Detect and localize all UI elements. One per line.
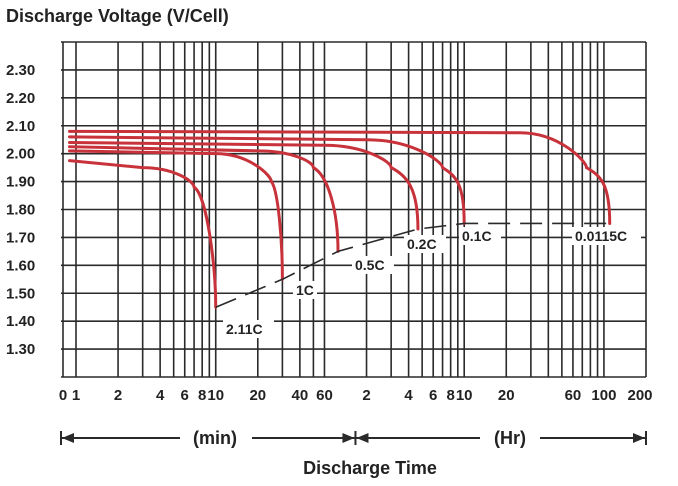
arrow-head [342, 433, 355, 443]
x-tick-label-hr: 6 [429, 387, 437, 404]
curve-label-1C: 1C [296, 282, 314, 298]
y-tick-label: 1.30 [6, 341, 35, 358]
curves [68, 129, 612, 309]
x-tick-label-hr: 60 [565, 387, 582, 404]
y-tick-label: 1.60 [6, 257, 35, 274]
x-tick-label-min: 10 [207, 387, 224, 404]
curve-label-0.0115C: 0.0115C [575, 228, 627, 244]
label-bg [223, 320, 274, 338]
label-bg [572, 227, 641, 245]
y-tick-label: 1.80 [6, 202, 35, 219]
x-tick-label-hr: 20 [498, 387, 515, 404]
x-tick-label-min: 8 [198, 387, 206, 404]
grid [61, 41, 647, 378]
curve-0.0115C [68, 129, 612, 225]
y-tick-label: 1.90 [6, 174, 35, 191]
x-tick-label-hr: 10 [456, 387, 473, 404]
curve-labels: 2.11C 1C 0.5C 0.2C 0.1C 0.0115C [215, 222, 641, 338]
chart-title: Discharge Voltage (V/Cell) [6, 6, 229, 26]
x-tick-label-min: 40 [292, 387, 309, 404]
y-tick-label: 1.70 [6, 229, 35, 246]
x-tick-label-min: 2 [114, 387, 122, 404]
x-tick-label-min: 6 [181, 387, 189, 404]
arrow-head [633, 433, 645, 443]
y-tick-label: 1.40 [6, 313, 35, 330]
curve-0.1C [68, 135, 466, 225]
arrow-head [62, 433, 74, 443]
y-tick-label: 2.00 [6, 146, 35, 163]
label-bg [352, 256, 394, 274]
curve-1C [68, 149, 284, 281]
curve-0.5C [68, 145, 340, 253]
label-bg [404, 235, 446, 253]
arrow-head [356, 433, 369, 443]
y-tick-label: 2.20 [6, 90, 35, 107]
x-tick-label-min: 1 [72, 387, 80, 404]
x-tick-label-hr: 8 [446, 387, 454, 404]
x-tick-label-min: 4 [156, 387, 165, 404]
y-tick-label: 2.10 [6, 118, 35, 135]
x-tick-label-hr: 4 [404, 387, 413, 404]
end-voltage-line [215, 222, 610, 308]
x-tick-label-min: 0 [59, 387, 67, 404]
x-tick-label-min: 60 [316, 387, 333, 404]
y-tick-label: 1.50 [6, 285, 35, 302]
curve-2.11C [68, 159, 218, 309]
x-tick-label-min: 20 [249, 387, 266, 404]
time-unit-arrows: (min) (Hr) [60, 428, 647, 448]
x-axis-title: Discharge Time [303, 458, 437, 478]
curve-label-2.11C: 2.11C [226, 321, 263, 337]
unit-min-label: (min) [193, 428, 237, 448]
curve-label-0.2C: 0.2C [407, 236, 437, 252]
unit-hr-label: (Hr) [494, 428, 526, 448]
tick-labels: 2.30 2.20 2.10 2.00 1.90 1.80 1.70 1.60 1.50 1.40… [6, 62, 653, 404]
label-bg [293, 281, 317, 299]
curve-label-0.1C: 0.1C [462, 228, 492, 244]
curve-label-0.5C: 0.5C [355, 257, 385, 273]
curve-0.2C [68, 141, 420, 231]
x-tick-label-hr: 200 [627, 387, 652, 404]
x-tick-label-hr: 100 [591, 387, 616, 404]
y-tick-label: 2.30 [6, 62, 35, 79]
label-bg [459, 227, 501, 245]
x-tick-label-hr: 2 [362, 387, 370, 404]
